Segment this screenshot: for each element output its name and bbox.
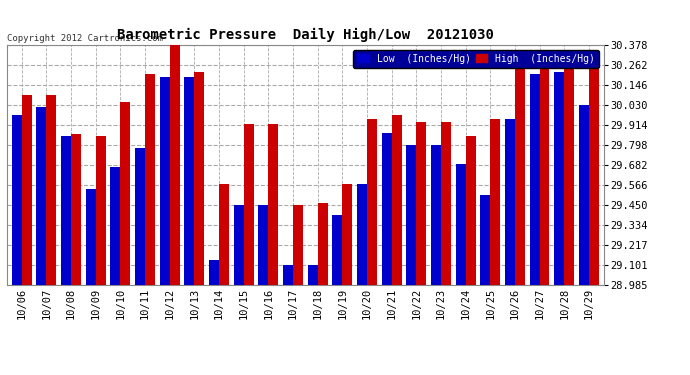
Bar — [317, 203, 328, 285]
Bar — [431, 145, 441, 285]
Bar — [86, 189, 96, 285]
Bar — [184, 77, 195, 285]
Bar — [244, 124, 253, 285]
Bar — [170, 45, 179, 285]
Bar — [540, 58, 549, 285]
Bar — [564, 64, 574, 285]
Title: Barometric Pressure  Daily High/Low  20121030: Barometric Pressure Daily High/Low 20121… — [117, 28, 494, 42]
Bar — [21, 94, 32, 285]
Bar — [234, 205, 244, 285]
Bar — [110, 167, 120, 285]
Bar — [505, 119, 515, 285]
Bar — [195, 72, 204, 285]
Bar — [589, 65, 599, 285]
Text: Copyright 2012 Cartronics.com: Copyright 2012 Cartronics.com — [7, 34, 163, 43]
Bar — [392, 115, 402, 285]
Bar — [515, 64, 525, 285]
Bar — [12, 115, 21, 285]
Bar — [145, 74, 155, 285]
Bar — [382, 132, 392, 285]
Bar — [135, 148, 145, 285]
Bar — [71, 134, 81, 285]
Bar — [466, 136, 475, 285]
Bar — [416, 122, 426, 285]
Bar — [219, 184, 229, 285]
Legend: Low  (Inches/Hg), High  (Inches/Hg): Low (Inches/Hg), High (Inches/Hg) — [353, 50, 599, 68]
Bar — [367, 119, 377, 285]
Bar — [293, 205, 303, 285]
Bar — [268, 124, 278, 285]
Bar — [333, 215, 342, 285]
Bar — [555, 72, 564, 285]
Bar — [357, 184, 367, 285]
Bar — [120, 102, 130, 285]
Bar — [308, 265, 317, 285]
Bar — [441, 122, 451, 285]
Bar — [46, 94, 56, 285]
Bar — [283, 265, 293, 285]
Bar — [96, 136, 106, 285]
Bar — [61, 136, 71, 285]
Bar — [491, 119, 500, 285]
Bar — [530, 74, 540, 285]
Bar — [456, 164, 466, 285]
Bar — [259, 205, 268, 285]
Bar — [209, 260, 219, 285]
Bar — [480, 195, 491, 285]
Bar — [160, 77, 170, 285]
Bar — [406, 145, 416, 285]
Bar — [37, 106, 46, 285]
Bar — [342, 184, 352, 285]
Bar — [579, 105, 589, 285]
